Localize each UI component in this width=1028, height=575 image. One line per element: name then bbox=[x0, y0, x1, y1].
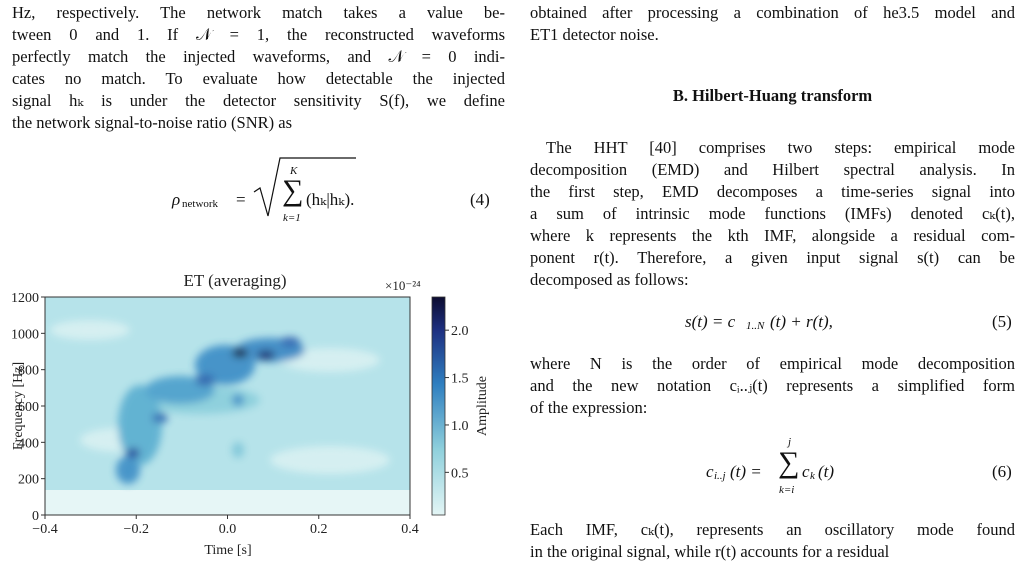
eq-tail: (t) bbox=[818, 462, 835, 481]
multiplier: ×10⁻²⁴ bbox=[385, 278, 421, 293]
eq-number: (4) bbox=[470, 190, 490, 209]
x-label: Time [s] bbox=[204, 543, 251, 558]
sum-lower: k=1 bbox=[283, 212, 301, 224]
y-label: Frequency [Hz] bbox=[11, 362, 26, 450]
sum-upper: j bbox=[788, 436, 792, 448]
y-tick-label: 800 bbox=[18, 364, 39, 379]
colorbar-tick-label: 2.0 bbox=[451, 324, 469, 339]
text-line: the first step, EMD decomposes a time-se… bbox=[530, 182, 1015, 201]
text-line: ET1 detector noise. bbox=[530, 25, 659, 44]
x-tick-label: 0.4 bbox=[401, 522, 419, 537]
text-line: obtained after processing a combination … bbox=[530, 3, 1015, 22]
y-tick-label: 1200 bbox=[11, 291, 39, 306]
eq-rhs: (t) + r(t), bbox=[770, 312, 833, 331]
sum-lower: k=i bbox=[779, 484, 795, 496]
y-tick-label: 0 bbox=[32, 509, 39, 524]
heatmap bbox=[45, 297, 410, 515]
x-tick-label: 0.0 bbox=[219, 522, 237, 537]
text-line: decomposition (EMD) and Hilbert spectral… bbox=[530, 160, 1015, 179]
figure-title: ET (averaging) bbox=[183, 271, 286, 290]
text-line: of the expression: bbox=[530, 398, 648, 417]
eq-sub: network bbox=[182, 198, 219, 210]
text-line: Hz, respectively. The network match take… bbox=[12, 3, 505, 22]
text-line: Each IMF, cₖ(t), represents an oscillato… bbox=[530, 520, 1015, 539]
text-line: perfectly match the injected waveforms, … bbox=[12, 47, 505, 66]
text-line: decomposed as follows: bbox=[530, 270, 689, 289]
eq-lhs: s(t) = c bbox=[685, 312, 736, 331]
text-line: the network signal-to-noise ratio (SNR) … bbox=[12, 113, 292, 132]
colorbar bbox=[431, 296, 446, 516]
x-tick-label: 0.2 bbox=[310, 522, 328, 537]
figure: ET (averaging) ×10⁻²⁴ Time [s] Frequency… bbox=[11, 271, 490, 558]
y-tick-label: 400 bbox=[18, 436, 39, 451]
text-line: where k represents the kth IMF, alongsid… bbox=[530, 226, 1015, 245]
sqrt-sign bbox=[253, 157, 356, 217]
x-tick-label: −0.2 bbox=[124, 522, 149, 537]
y-tick-label: 600 bbox=[18, 400, 39, 415]
eq-sub: 1..N bbox=[746, 320, 765, 332]
text-line: The HHT [40] comprises two steps: empiri… bbox=[546, 138, 1015, 157]
eq-body: (hₖ|hₖ). bbox=[306, 190, 355, 209]
section-heading: B. Hilbert-Huang transform bbox=[672, 86, 873, 105]
sum-sign: ∑ bbox=[282, 174, 304, 207]
eq-mid: (t) = bbox=[730, 462, 762, 481]
eq-sub: i..j bbox=[714, 470, 726, 482]
sum-upper: K bbox=[290, 165, 298, 177]
eq-number: (5) bbox=[992, 312, 1012, 331]
eq-number: (6) bbox=[992, 462, 1012, 481]
y-tick-label: 200 bbox=[18, 473, 39, 488]
colorbar-tick-label: 0.5 bbox=[451, 466, 469, 481]
eq-equals: = bbox=[236, 190, 246, 209]
eq-lhs: c bbox=[706, 462, 714, 481]
eq-term: c bbox=[802, 462, 810, 481]
text-line: a sum of intrinsic mode functions (IMFs)… bbox=[530, 204, 1015, 223]
text-line: in the original signal, while r(t) accou… bbox=[530, 542, 890, 561]
text-line: and the new notation cᵢ..ⱼ(t) represents… bbox=[530, 376, 1015, 395]
colorbar-label: Amplitude bbox=[475, 376, 490, 436]
eq-lhs: ρ bbox=[172, 190, 181, 209]
y-tick-label: 1000 bbox=[11, 327, 39, 342]
text-line: cates no match. To evaluate how detectab… bbox=[12, 69, 505, 88]
text-line: signal hₖ is under the detector sensitiv… bbox=[12, 91, 505, 110]
text-line: tween 0 and 1. If 𝒩 = 1, the reconstruct… bbox=[12, 25, 505, 44]
eq-sub: k bbox=[810, 470, 815, 482]
text-line: where N is the order of empirical mode d… bbox=[530, 354, 1015, 373]
text-line: ponent r(t). Therefore, a given input si… bbox=[530, 248, 1015, 267]
x-tick-label: −0.4 bbox=[32, 522, 57, 537]
colorbar-tick-label: 1.5 bbox=[451, 372, 469, 387]
colorbar-tick-label: 1.0 bbox=[451, 419, 469, 434]
sum-sign: ∑ bbox=[778, 446, 800, 479]
